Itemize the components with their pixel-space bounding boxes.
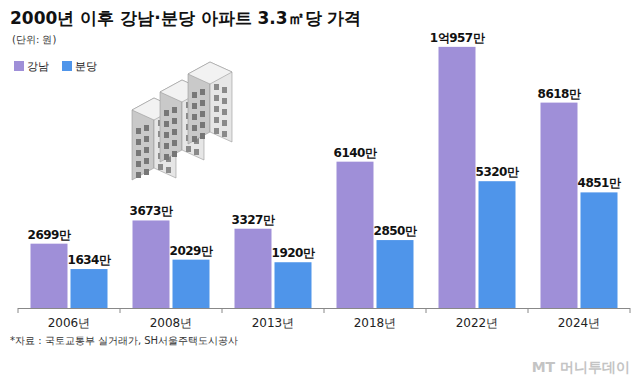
bars [31,47,618,308]
building-window [164,154,169,160]
bar [377,240,414,308]
building-window [144,136,149,142]
building-window [214,117,219,123]
building-window [200,122,205,128]
building-window [164,132,169,138]
bar [479,181,516,308]
x-tick-label: 2008년 [150,316,193,330]
bar [541,103,578,308]
building-roof [188,62,232,84]
building-window [144,147,149,153]
building-window [200,111,205,117]
building-window [192,103,197,109]
data-label: 6140만 [334,146,377,160]
band-separator [630,308,631,313]
band-separator [528,308,529,313]
x-tick-label: 2006년 [48,316,91,330]
building-window [144,169,149,175]
building-window [192,125,197,131]
building-window [172,107,177,113]
building-window [164,121,169,127]
bar [71,269,108,308]
x-axis: 2006년 2008년 2013년 2018년 2022년 2024년 [18,308,630,330]
building-window [144,158,149,164]
data-label: 5320만 [476,165,519,179]
building-window [144,125,149,131]
building-window [192,92,197,98]
data-label: 2850만 [374,224,417,238]
building-window [200,100,205,106]
building-window [214,128,219,134]
data-label: 2029만 [170,244,213,258]
chart-root: 2000년 이후 강남·분당 아파트 3.3㎡당 가격(단위: 원)강남분당26… [0,0,640,384]
building-window [136,128,141,134]
building-window [172,151,177,157]
subtitle: (단위: 원) [12,34,56,45]
data-label: 2699만 [28,228,71,242]
bar [337,162,374,308]
band-separator [324,308,325,313]
building-window [222,87,227,93]
band-separator [222,308,223,313]
data-label: 3327만 [232,213,275,227]
building-window [214,84,219,90]
building-window [200,133,205,139]
data-label: 1920만 [272,246,315,260]
data-label: 3673만 [130,204,173,218]
bar [275,262,312,308]
building-window [214,95,219,101]
band-separator [426,308,427,313]
legend-label: 강남 [27,60,49,73]
building-window [136,150,141,156]
building-window [158,164,163,170]
building-window [166,167,171,173]
chart-svg: 2000년 이후 강남·분당 아파트 3.3㎡당 가격(단위: 원)강남분당26… [0,0,640,384]
band-separator [18,308,19,313]
building-window [222,109,227,115]
building-window [136,139,141,145]
building-window [186,146,191,152]
building-window [172,129,177,135]
building-window [164,143,169,149]
data-labels: 2699만 3673만 3327만 6140만 1억957만 8618만 1634만 2029… [28,31,621,267]
x-tick-label: 2018년 [354,316,397,330]
bar [581,192,618,308]
data-label: 4851만 [578,176,621,190]
building-window [222,98,227,104]
legend: 강남 분당 [14,60,97,73]
building-window [194,149,199,155]
bar [31,244,68,308]
x-tick-label: 2022년 [456,316,499,330]
building-window [192,114,197,120]
brand: MT 머니투데이 [532,359,630,375]
bar [133,220,170,308]
bar [235,229,272,308]
x-tick-label: 2013년 [252,316,295,330]
building-window [136,161,141,167]
building-illustration [132,62,232,180]
data-label: 1억957만 [430,31,485,45]
building-window [172,118,177,124]
building-window [164,110,169,116]
source: *자료 : 국토교통부 실거래가, SH서울주택도시공사 [10,335,238,346]
building-window [192,136,197,142]
building-window [136,172,141,178]
legend-label: 분당 [75,60,97,73]
data-label: 8618만 [538,87,581,101]
data-label: 1634만 [68,253,111,267]
title: 2000년 이후 강남·분당 아파트 3.3㎡당 가격 [10,8,361,28]
building-window [200,89,205,95]
legend-swatch [14,61,24,71]
building-window [172,140,177,146]
bar [439,47,476,308]
building-window [222,120,227,126]
building-window [214,106,219,112]
legend-swatch [62,61,72,71]
bar [173,260,210,308]
x-tick-label: 2024년 [558,316,601,330]
building-window [222,131,227,137]
band-separator [120,308,121,313]
